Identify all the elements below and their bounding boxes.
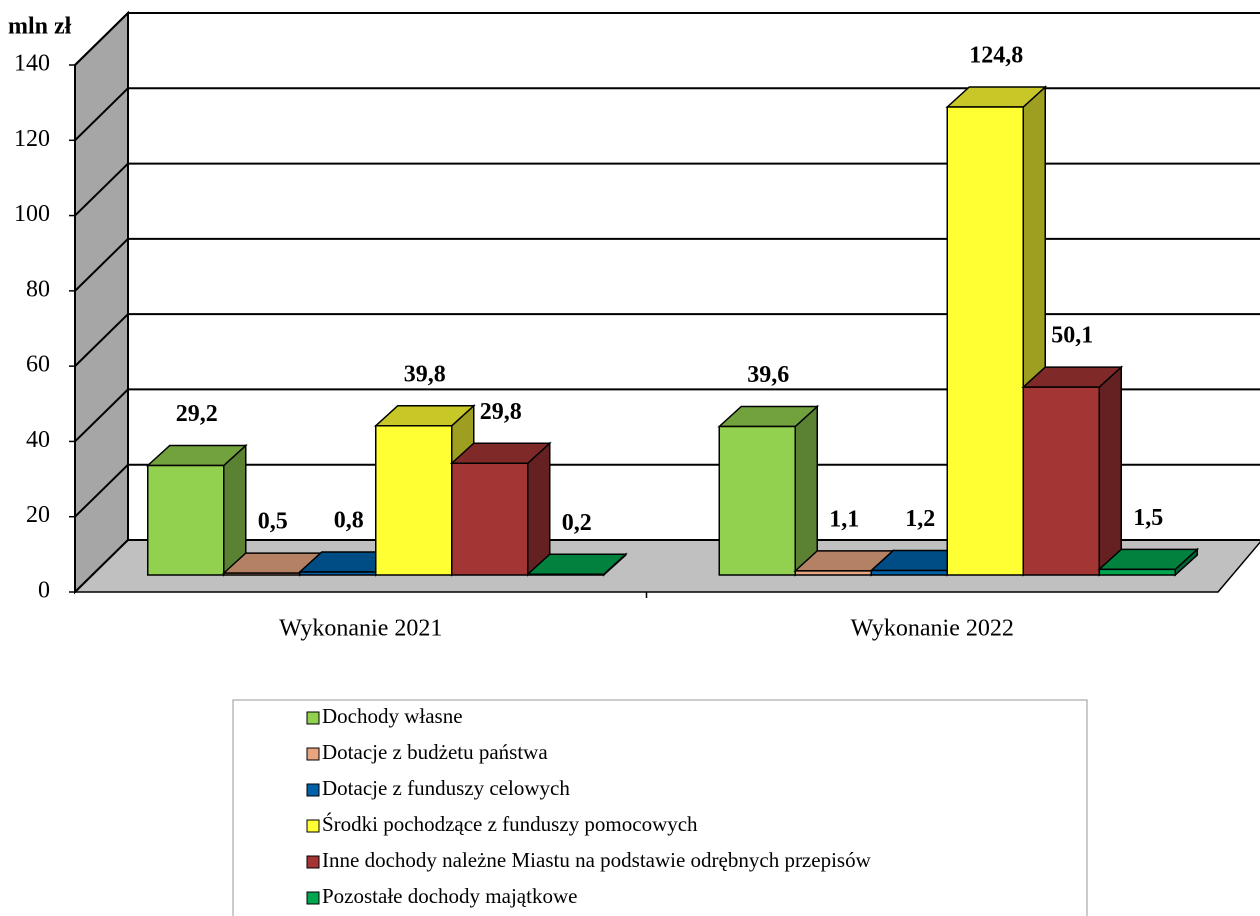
value-label: 29,2 (176, 401, 218, 427)
y-tick-label: 140 (14, 51, 50, 77)
grid-line (74, 313, 1260, 367)
bar (1098, 568, 1176, 576)
bar (375, 425, 453, 576)
bar (946, 106, 1024, 576)
legend-label: Środki pochodzące z funduszy pomocowych (322, 812, 698, 836)
value-label: 0,5 (258, 509, 288, 535)
value-label: 0,2 (562, 510, 592, 536)
left-wall (74, 10, 129, 595)
legend-swatch (306, 783, 320, 797)
x-tick-label: Wykonanie 2021 (279, 616, 442, 642)
legend-swatch (306, 819, 320, 833)
value-label: 1,1 (829, 506, 859, 532)
value-label: 29,8 (480, 399, 522, 425)
grid-line (74, 539, 1260, 593)
legend-label: Dochody własne (322, 704, 463, 728)
bar (718, 425, 796, 576)
legend-swatch (306, 855, 320, 869)
bar (794, 570, 872, 576)
value-label: 39,6 (747, 362, 789, 388)
bar (223, 572, 301, 576)
grid-line (74, 162, 1260, 217)
grid-line (74, 12, 1260, 66)
bar (870, 569, 948, 576)
bar (147, 464, 225, 576)
legend-label: Dotacje z funduszy celowych (322, 776, 570, 800)
legend-label: Inne dochody należne Miastu na podstawie… (322, 848, 872, 872)
y-tick-label: 0 (38, 578, 50, 604)
legend-swatch (306, 711, 320, 725)
bar (299, 571, 377, 576)
value-label: 1,2 (905, 506, 935, 532)
grid-line (74, 463, 1260, 518)
bar (1022, 386, 1100, 576)
bar-side (794, 404, 818, 577)
y-axis-label: mln zł (8, 14, 72, 40)
legend-label: Dotacje z budżetu państwa (322, 740, 548, 764)
bar (451, 462, 529, 576)
y-tick-label: 60 (26, 352, 50, 378)
bar-side (527, 441, 551, 577)
y-tick-label: 20 (26, 502, 50, 528)
legend-swatch (306, 747, 320, 761)
y-tick-label: 100 (14, 201, 50, 227)
grid-line (74, 388, 1260, 443)
value-label: 0,8 (334, 508, 364, 534)
legend-swatch (306, 891, 320, 905)
bar (527, 573, 605, 576)
grid-line (74, 87, 1260, 141)
value-label: 39,8 (404, 361, 446, 387)
y-tick-label: 40 (26, 427, 50, 453)
y-tick-label: 80 (26, 276, 50, 302)
value-label: 50,1 (1051, 323, 1093, 349)
y-tick-label: 120 (14, 126, 50, 152)
value-label: 124,8 (969, 43, 1023, 69)
value-label: 1,5 (1133, 505, 1163, 531)
legend-label: Pozostałe dochody majątkowe (322, 884, 577, 908)
x-tick-label: Wykonanie 2022 (851, 616, 1014, 642)
grid-line (74, 237, 1260, 292)
legend (232, 699, 1088, 916)
bar-side (1098, 365, 1122, 577)
